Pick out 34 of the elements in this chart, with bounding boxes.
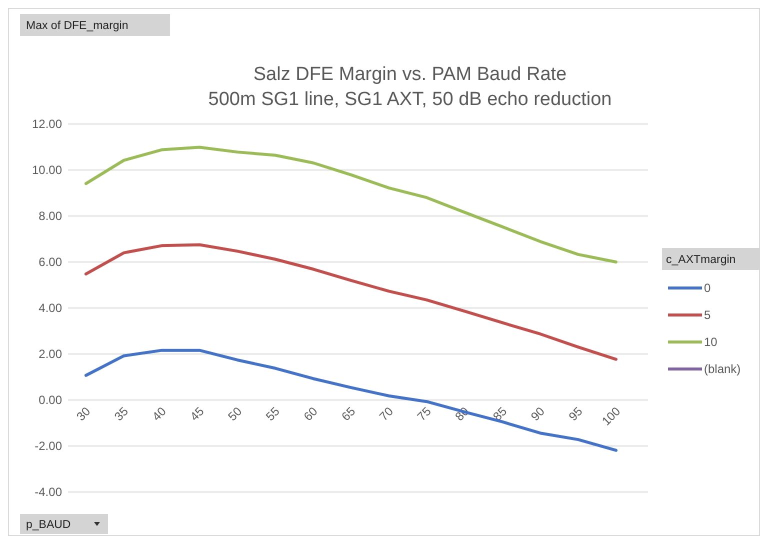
y-tick-label: 4.00 [38, 301, 62, 315]
legend-title: c_AXTmargin [666, 254, 736, 266]
y-tick-label: 10.00 [32, 163, 62, 177]
x-tick-label: 50 [225, 404, 245, 424]
x-tick-label: 45 [187, 404, 207, 424]
chart-title: Salz DFE Margin vs. PAM Baud Rate [253, 64, 567, 85]
legend-label: 10 [704, 335, 718, 349]
x-tick-label: 35 [112, 404, 132, 424]
x-tick-label: 30 [74, 404, 94, 424]
y-tick-label: 12.00 [32, 117, 62, 131]
x-tick-label: 90 [528, 404, 548, 424]
x-tick-label: 100 [599, 404, 624, 428]
legend-label: 0 [704, 281, 711, 295]
x-axis-title: p_BAUD [26, 519, 71, 531]
text: Max of DFE_margin [26, 20, 128, 32]
y-tick-label: 8.00 [38, 209, 62, 223]
chart-subtitle: 500m SG1 line, SG1 AXT, 50 dB echo reduction [208, 89, 612, 110]
x-tick-label: 60 [300, 404, 320, 424]
legend-label: 5 [704, 308, 711, 322]
line-series [84, 146, 618, 264]
x-tick-label: 75 [414, 404, 434, 424]
x-tick-label: 70 [376, 404, 396, 424]
y-tick-label: -4.00 [34, 485, 62, 499]
x-tick-label: 65 [338, 404, 358, 424]
x-tick-label: 55 [263, 404, 283, 424]
x-tick-label: 95 [566, 404, 586, 424]
y-tick-label: 2.00 [38, 347, 62, 361]
y-tick-label: 6.00 [38, 255, 62, 269]
y-tick-label: -2.00 [34, 439, 62, 453]
legend-label: (blank) [704, 362, 741, 376]
line-series [84, 243, 618, 361]
x-tick-label: 85 [490, 404, 510, 424]
y-tick-label: 0.00 [38, 393, 62, 407]
x-tick-label: 40 [149, 404, 170, 424]
